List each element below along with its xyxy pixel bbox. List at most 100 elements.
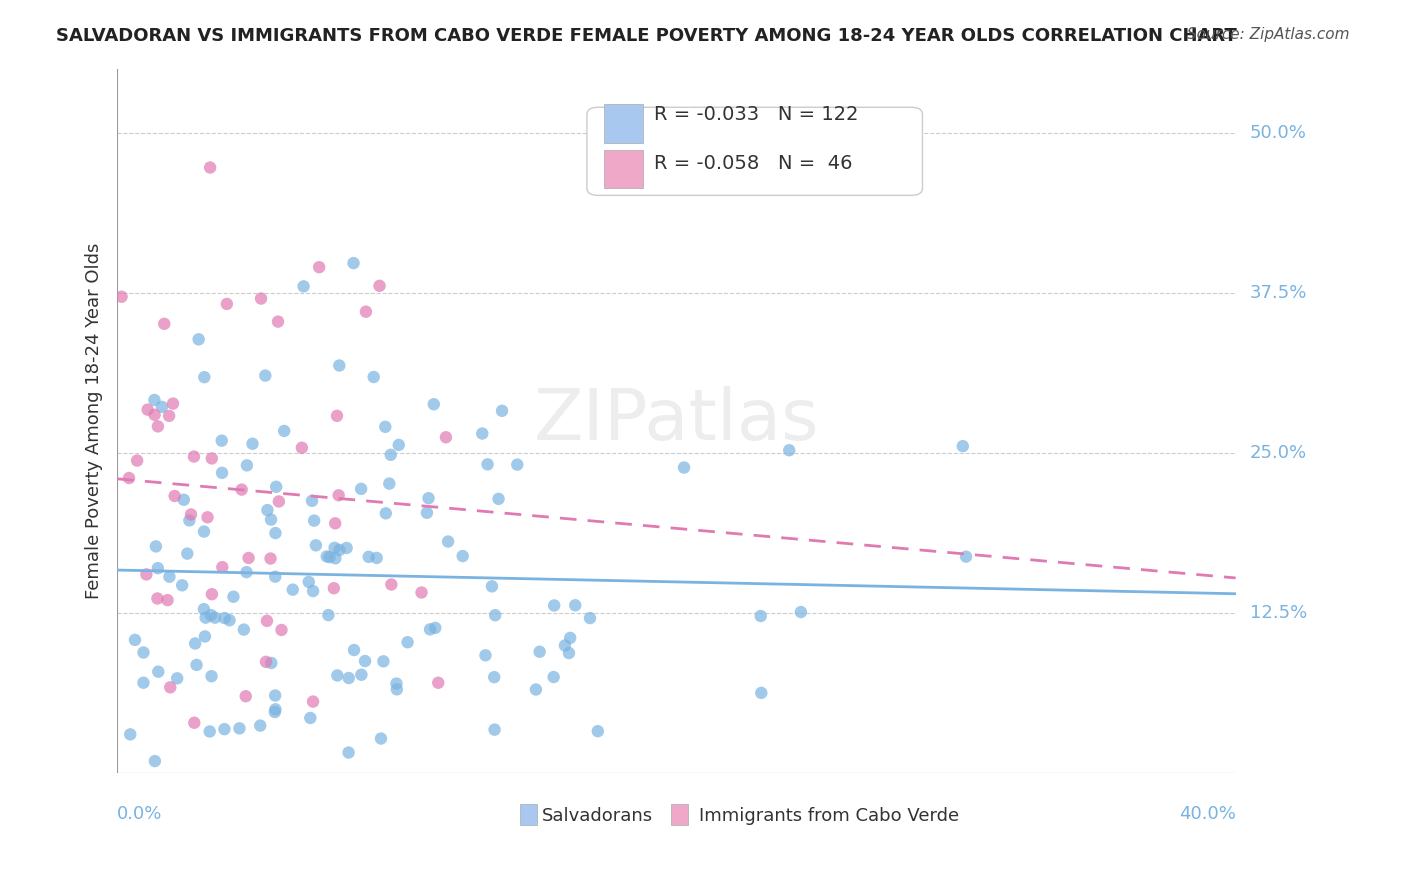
Point: [790, 605, 813, 619]
Point: [586, 724, 609, 739]
Point: [183, 715, 205, 730]
Point: [354, 654, 377, 668]
Point: [193, 524, 215, 539]
Point: [558, 646, 581, 660]
Point: [228, 722, 250, 736]
Point: [200, 669, 222, 683]
Point: [323, 541, 346, 555]
Point: [298, 574, 321, 589]
FancyBboxPatch shape: [603, 103, 643, 143]
Point: [326, 409, 349, 423]
Point: [302, 584, 325, 599]
Point: [150, 400, 173, 414]
Point: [267, 315, 290, 329]
Point: [380, 448, 402, 462]
Point: [543, 670, 565, 684]
Point: [301, 493, 323, 508]
Point: [211, 466, 233, 480]
Point: [315, 549, 337, 564]
Text: SALVADORAN VS IMMIGRANTS FROM CABO VERDE FEMALE POVERTY AMONG 18-24 YEAR OLDS CO: SALVADORAN VS IMMIGRANTS FROM CABO VERDE…: [56, 27, 1237, 45]
Text: Immigrants from Cabo Verde: Immigrants from Cabo Verde: [699, 806, 959, 824]
Point: [263, 705, 285, 719]
Point: [180, 508, 202, 522]
Point: [484, 608, 506, 623]
Point: [179, 513, 201, 527]
Point: [434, 430, 457, 444]
Point: [162, 396, 184, 410]
Text: 50.0%: 50.0%: [1250, 124, 1306, 142]
Text: R = -0.033   N = 122: R = -0.033 N = 122: [654, 105, 859, 124]
Point: [373, 654, 395, 668]
Point: [554, 639, 576, 653]
Point: [232, 623, 254, 637]
Point: [437, 534, 460, 549]
Point: [136, 402, 159, 417]
Point: [451, 549, 474, 563]
Point: [529, 645, 551, 659]
Point: [264, 480, 287, 494]
Point: [749, 609, 772, 624]
Text: 12.5%: 12.5%: [1250, 604, 1306, 622]
Point: [148, 665, 170, 679]
Point: [488, 491, 510, 506]
Point: [302, 514, 325, 528]
Point: [120, 727, 142, 741]
Point: [264, 702, 287, 716]
Point: [197, 510, 219, 524]
Point: [336, 541, 359, 555]
Point: [166, 671, 188, 685]
Point: [159, 681, 181, 695]
Point: [127, 453, 149, 467]
Point: [291, 441, 314, 455]
Point: [163, 489, 186, 503]
Point: [260, 513, 283, 527]
Point: [153, 317, 176, 331]
Point: [260, 656, 283, 670]
Point: [299, 711, 322, 725]
Point: [423, 397, 446, 411]
Point: [194, 610, 217, 624]
Point: [159, 570, 181, 584]
Text: Salvadorans: Salvadorans: [543, 806, 654, 824]
Point: [318, 550, 340, 565]
Point: [110, 290, 132, 304]
Point: [256, 503, 278, 517]
Point: [564, 599, 586, 613]
Point: [222, 590, 245, 604]
Point: [249, 718, 271, 732]
Point: [292, 279, 315, 293]
Y-axis label: Female Poverty Among 18-24 Year Olds: Female Poverty Among 18-24 Year Olds: [86, 243, 103, 599]
Point: [201, 451, 224, 466]
Point: [427, 675, 450, 690]
Point: [118, 471, 141, 485]
Point: [396, 635, 419, 649]
Point: [302, 695, 325, 709]
Point: [506, 458, 529, 472]
Point: [145, 540, 167, 554]
Point: [328, 359, 350, 373]
Point: [385, 682, 408, 697]
Point: [366, 550, 388, 565]
Point: [337, 671, 360, 685]
Text: 25.0%: 25.0%: [1250, 444, 1306, 462]
FancyBboxPatch shape: [671, 804, 688, 825]
Point: [143, 408, 166, 422]
Point: [211, 434, 233, 448]
Point: [328, 543, 350, 558]
Point: [416, 506, 439, 520]
Point: [156, 593, 179, 607]
Point: [267, 494, 290, 508]
Point: [328, 488, 350, 502]
Text: ZIPatlas: ZIPatlas: [534, 386, 820, 456]
Point: [374, 419, 396, 434]
Point: [385, 676, 408, 690]
Point: [323, 516, 346, 531]
Point: [146, 591, 169, 606]
Point: [411, 585, 433, 599]
Point: [955, 549, 977, 564]
Point: [204, 610, 226, 624]
Point: [193, 602, 215, 616]
Point: [235, 690, 257, 704]
Point: [259, 551, 281, 566]
Point: [143, 392, 166, 407]
